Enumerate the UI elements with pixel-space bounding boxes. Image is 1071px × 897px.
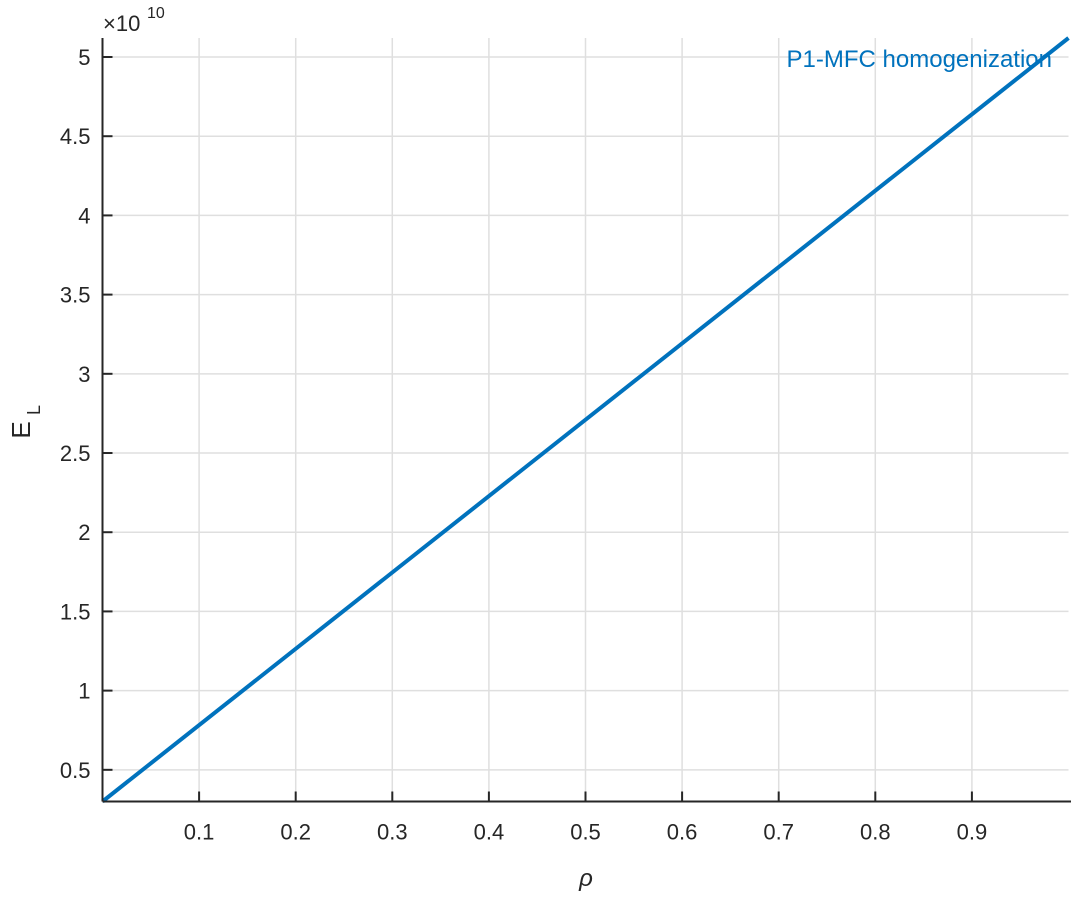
y-tick-label: 3.5 — [60, 283, 91, 308]
x-tick-label: 0.3 — [377, 820, 408, 845]
y-tick-label: 0.5 — [60, 758, 91, 783]
y-axis-label-subscript: L — [24, 405, 44, 415]
y-tick-label: 3 — [78, 362, 90, 387]
y-tick-label: 1.5 — [60, 599, 91, 624]
x-tick-label: 0.9 — [957, 820, 988, 845]
x-axis-label: ρ — [578, 865, 593, 892]
x-tick-label: 0.2 — [280, 820, 311, 845]
x-tick-label: 0.8 — [860, 820, 891, 845]
y-tick-label: 1 — [78, 679, 90, 704]
annotation-label: P1-MFC homogenization — [787, 46, 1052, 73]
y-tick-label: 4 — [78, 203, 90, 228]
y-tick-label: 2 — [78, 520, 90, 545]
y-exponent-times: ×10 — [103, 11, 140, 36]
y-tick-label: 5 — [78, 45, 90, 70]
x-tick-label: 0.7 — [763, 820, 794, 845]
y-axis-label: E — [6, 421, 36, 438]
y-tick-label: 4.5 — [60, 124, 91, 149]
x-tick-label: 0.6 — [667, 820, 698, 845]
y-exponent-power: 10 — [147, 5, 165, 22]
x-tick-label: 0.4 — [474, 820, 505, 845]
x-tick-label: 0.1 — [184, 820, 215, 845]
y-tick-label: 2.5 — [60, 441, 91, 466]
x-tick-label: 0.5 — [570, 820, 601, 845]
